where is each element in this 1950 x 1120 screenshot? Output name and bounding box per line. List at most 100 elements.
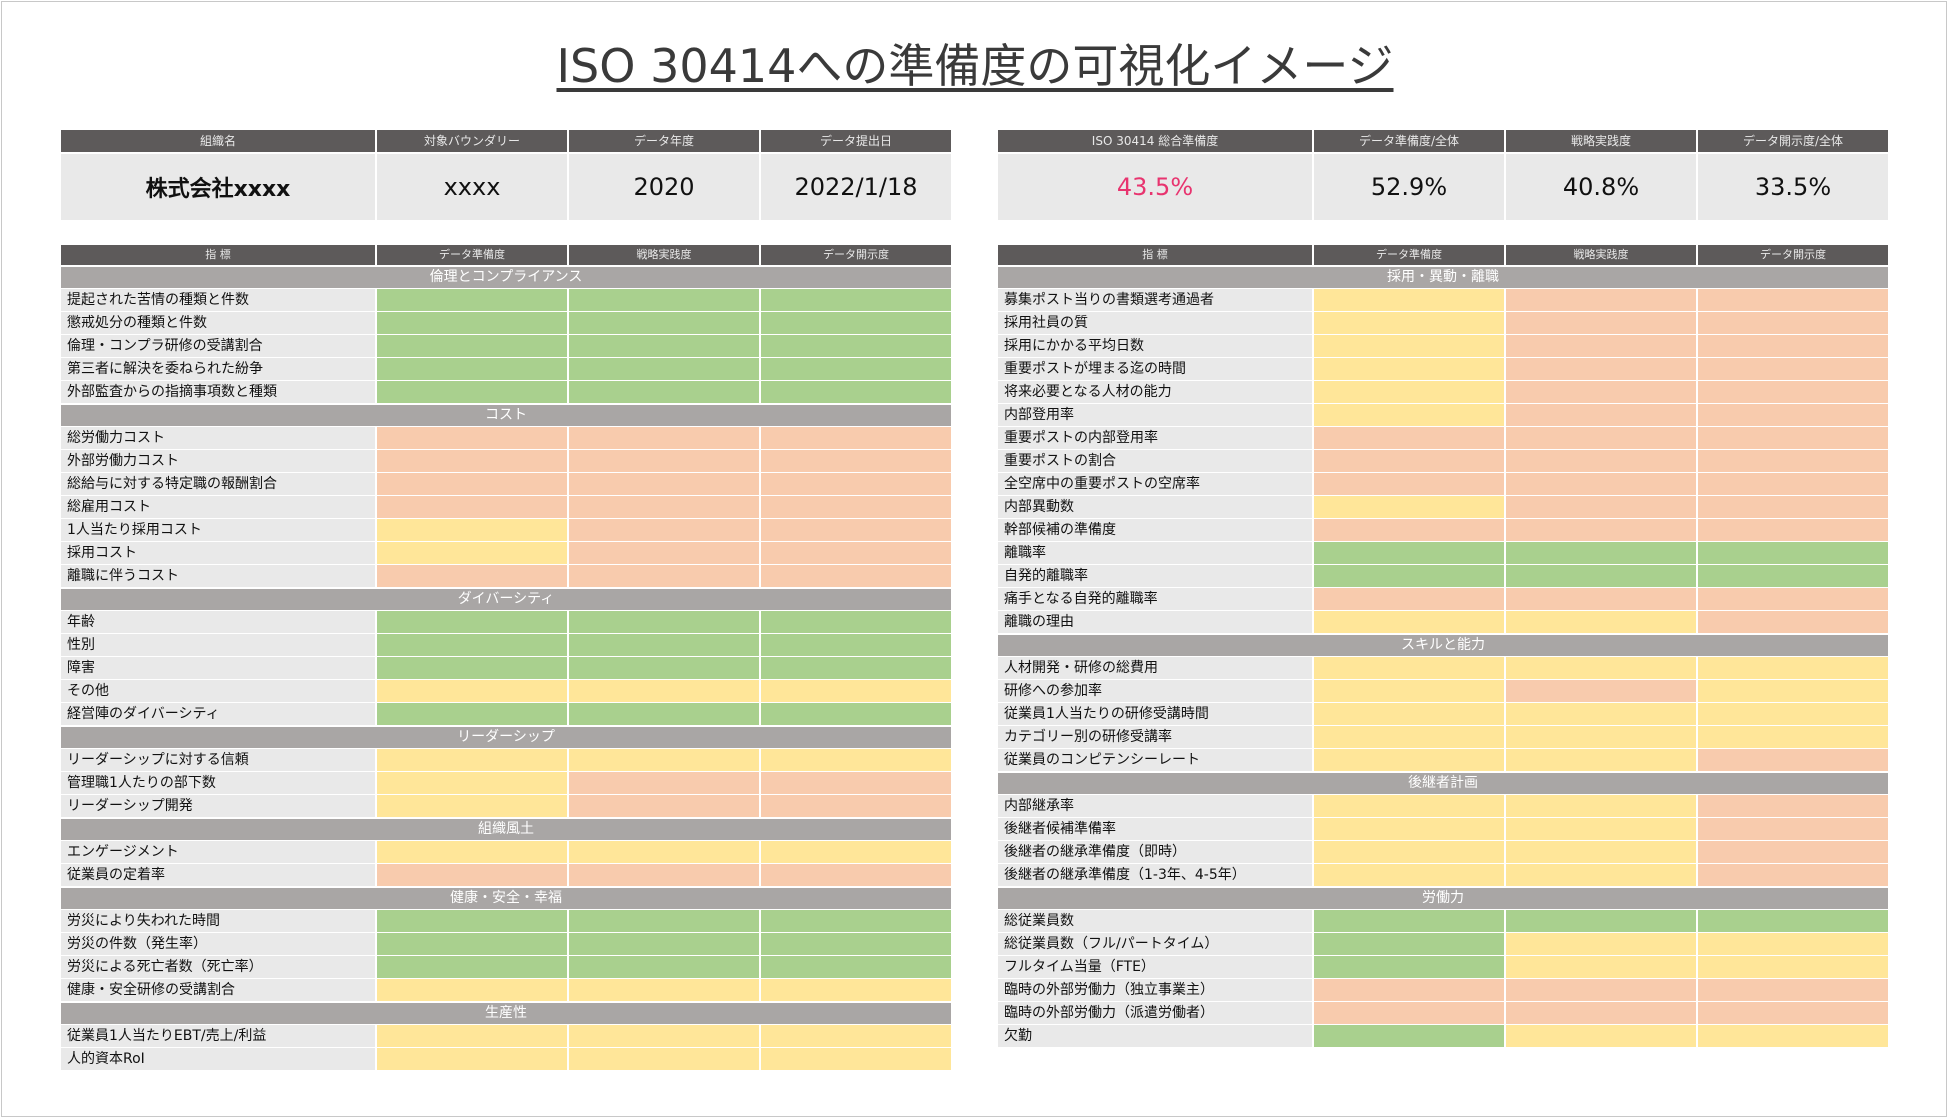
data-readiness-cell bbox=[375, 656, 567, 679]
data-readiness-cell bbox=[375, 702, 567, 725]
disclosure-cell bbox=[1696, 380, 1888, 403]
table-row: 離職率 bbox=[998, 541, 1888, 564]
strategy-cell bbox=[1504, 909, 1696, 932]
section-header: 採用・異動・離職 bbox=[998, 265, 1888, 288]
col-metric: 指 標 bbox=[205, 248, 231, 261]
metric-label: 健康・安全研修の受講割合 bbox=[61, 978, 375, 1001]
strategy-cell bbox=[567, 679, 759, 702]
strategy-cell bbox=[1504, 1001, 1696, 1024]
info-header-org: 組織名 bbox=[199, 134, 236, 148]
metric-label: 内部異動数 bbox=[998, 495, 1312, 518]
data-readiness-cell bbox=[1312, 472, 1504, 495]
metric-label: フルタイム当量（FTE） bbox=[998, 955, 1312, 978]
table-row: 後継者の継承準備度（即時） bbox=[998, 840, 1888, 863]
metric-label: 総従業員数 bbox=[998, 909, 1312, 932]
table-row: 労災の件数（発生率） bbox=[61, 932, 951, 955]
disclosure-cell bbox=[759, 863, 951, 886]
table-row: 後継者の継承準備度（1-3年、4-5年） bbox=[998, 863, 1888, 886]
strategy-cell bbox=[567, 495, 759, 518]
disclosure-cell bbox=[1696, 817, 1888, 840]
metric-label: 1人当たり採用コスト bbox=[61, 518, 375, 541]
metric-label: 倫理・コンプラ研修の受講割合 bbox=[61, 334, 375, 357]
disclosure-cell bbox=[1696, 679, 1888, 702]
disclosure-cell bbox=[759, 679, 951, 702]
summary-header-overall: ISO 30414 総合準備度 bbox=[1091, 134, 1219, 148]
table-row: 障害 bbox=[61, 656, 951, 679]
disclosure-cell bbox=[1696, 656, 1888, 679]
summary-value-row: 43.5% 52.9% 40.8% 33.5% bbox=[998, 154, 1888, 220]
strategy-cell bbox=[1504, 840, 1696, 863]
metric-label: 重要ポストの内部登用率 bbox=[998, 426, 1312, 449]
metric-label: 幹部候補の準備度 bbox=[998, 518, 1312, 541]
table-row: 離職に伴うコスト bbox=[61, 564, 951, 587]
data-readiness-cell bbox=[1312, 679, 1504, 702]
metric-label: 重要ポストの割合 bbox=[998, 449, 1312, 472]
info-header-year: データ年度 bbox=[567, 130, 759, 152]
metric-label: 第三者に解決を委ねられた紛争 bbox=[61, 357, 375, 380]
data-readiness-cell bbox=[1312, 587, 1504, 610]
table-row: フルタイム当量（FTE） bbox=[998, 955, 1888, 978]
table-row: 労災により失われた時間 bbox=[61, 909, 951, 932]
strategy-cell bbox=[1504, 932, 1696, 955]
summary-header-row: ISO 30414 総合準備度 データ準備度/全体 戦略実践度 データ開示度/全… bbox=[998, 130, 1888, 152]
data-readiness-cell bbox=[375, 610, 567, 633]
data-readiness-cell bbox=[375, 311, 567, 334]
table-row: 重要ポストが埋まる迄の時間 bbox=[998, 357, 1888, 380]
data-readiness-cell bbox=[1312, 955, 1504, 978]
strategy-cell bbox=[567, 702, 759, 725]
disclosure-cell bbox=[759, 541, 951, 564]
disclosure-cell bbox=[1696, 426, 1888, 449]
table-row: 痛手となる自発的離職率 bbox=[998, 587, 1888, 610]
table-row: 採用社員の質 bbox=[998, 311, 1888, 334]
disclosure-cell bbox=[759, 426, 951, 449]
strategy-cell bbox=[1504, 449, 1696, 472]
col-data-readiness: データ準備度 bbox=[375, 245, 567, 265]
metric-label: 懲戒処分の種類と件数 bbox=[61, 311, 375, 334]
metric-label: 研修への参加率 bbox=[998, 679, 1312, 702]
disclosure-cell bbox=[1696, 403, 1888, 426]
data-readiness-cell bbox=[1312, 1001, 1504, 1024]
strategy-cell bbox=[1504, 863, 1696, 886]
table-row: 従業員のコンピテンシーレート bbox=[998, 748, 1888, 771]
data-readiness-cell bbox=[1312, 288, 1504, 311]
table-row: リーダーシップに対する信頼 bbox=[61, 748, 951, 771]
left-metrics-table: 指 標 データ準備度 戦略実践度 データ開示度 倫理とコンプライアンス 提起された… bbox=[61, 245, 951, 1070]
table-row: 幹部候補の準備度 bbox=[998, 518, 1888, 541]
table-row: 経営陣のダイバーシティ bbox=[61, 702, 951, 725]
col-disclosure: データ開示度 bbox=[1696, 245, 1888, 265]
metric-label: 臨時の外部労働力（派遣労働者） bbox=[998, 1001, 1312, 1024]
strategy-cell bbox=[567, 978, 759, 1001]
disclosure-cell bbox=[759, 1047, 951, 1070]
disclosure-cell bbox=[1696, 288, 1888, 311]
strategy-cell bbox=[567, 909, 759, 932]
strategy-cell bbox=[1504, 403, 1696, 426]
data-readiness-cell bbox=[1312, 564, 1504, 587]
table-row: 従業員1人当たりEBT/売上/利益 bbox=[61, 1024, 951, 1047]
data-readiness-cell bbox=[1312, 840, 1504, 863]
strategy-cell bbox=[1504, 702, 1696, 725]
table-row: 提起された苦情の種類と件数 bbox=[61, 288, 951, 311]
table-row: 外部労働力コスト bbox=[61, 449, 951, 472]
disclosure-cell bbox=[759, 610, 951, 633]
col-data-readiness: データ準備度 bbox=[1312, 245, 1504, 265]
table-row: 倫理・コンプラ研修の受講割合 bbox=[61, 334, 951, 357]
disclosure-cell bbox=[1696, 932, 1888, 955]
metric-label: 経営陣のダイバーシティ bbox=[61, 702, 375, 725]
disclosure-cell bbox=[1696, 863, 1888, 886]
data-readiness-cell bbox=[375, 932, 567, 955]
data-readiness-cell bbox=[375, 472, 567, 495]
table-row: 第三者に解決を委ねられた紛争 bbox=[61, 357, 951, 380]
summary-header-disclosure: データ開示度/全体 bbox=[1696, 130, 1888, 152]
table-row: 離職の理由 bbox=[998, 610, 1888, 633]
table-row: 将来必要となる人材の能力 bbox=[998, 380, 1888, 403]
metric-label: 従業員1人当たりEBT/売上/利益 bbox=[61, 1024, 375, 1047]
disclosure-cell bbox=[759, 1024, 951, 1047]
metric-label: 従業員1人当たりの研修受講時間 bbox=[998, 702, 1312, 725]
table-row: 総給与に対する特定職の報酬割合 bbox=[61, 472, 951, 495]
table-row: 管理職1人たりの部下数 bbox=[61, 771, 951, 794]
strategy-cell bbox=[1504, 978, 1696, 1001]
data-readiness-cell bbox=[1312, 380, 1504, 403]
disclosure-cell bbox=[759, 656, 951, 679]
overall-readiness-value: 43.5% bbox=[998, 154, 1312, 220]
